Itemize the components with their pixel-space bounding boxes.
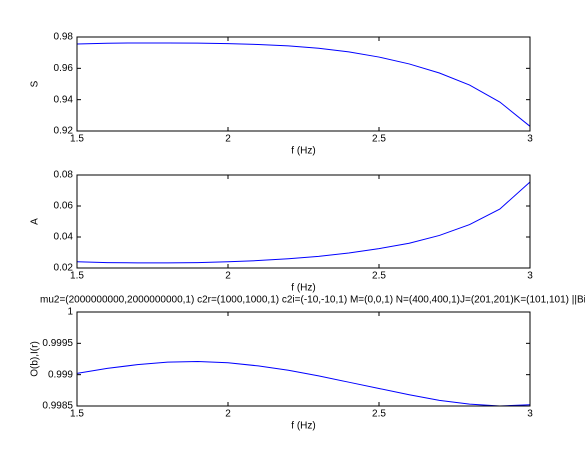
x-tick-label: 3 <box>527 271 533 282</box>
x-tick-label: 1.5 <box>70 134 84 145</box>
y-tick-label: 0.02 <box>54 263 74 274</box>
axes-box <box>76 36 531 132</box>
y-tick-label: 0.9995 <box>42 338 73 349</box>
x-tick-label: 2 <box>225 134 231 145</box>
plot-background <box>77 312 530 406</box>
y-tick-label: 1 <box>67 307 73 318</box>
chart-title: mu2=(2000000000,2000000000,1) c2r=(1000,… <box>40 295 585 306</box>
y-tick-label: 0.94 <box>54 94 74 105</box>
x-tick-label: 1.5 <box>70 409 84 420</box>
x-tick-label: 2 <box>225 271 231 282</box>
x-tick-label: 3 <box>527 409 533 420</box>
x-tick-label: 2.5 <box>372 134 386 145</box>
x-axis-label: f (Hz) <box>291 146 315 157</box>
y-axis-label: O(b),I(r) <box>30 341 41 377</box>
y-tick-label: 0.98 <box>54 32 74 43</box>
y-tick-label: 0.999 <box>48 369 73 380</box>
y-tick-label: 0.92 <box>54 126 74 137</box>
plot-background <box>77 37 530 131</box>
y-axis-label: S <box>30 80 41 87</box>
x-tick-label: 2.5 <box>372 409 386 420</box>
x-tick-label: 2 <box>225 409 231 420</box>
data-line <box>76 181 531 264</box>
axes-box <box>76 174 531 269</box>
y-tick-label: 0.06 <box>54 201 74 212</box>
axes-box <box>76 311 531 407</box>
y-tick-label: 0.96 <box>54 63 74 74</box>
y-axis-label: A <box>30 218 41 225</box>
x-tick-label: 3 <box>527 134 533 145</box>
y-tick-label: 0.08 <box>54 170 74 181</box>
y-tick-label: 0.04 <box>54 232 74 243</box>
plot-background <box>77 175 530 268</box>
x-axis-label: f (Hz) <box>291 283 315 294</box>
x-axis-label: f (Hz) <box>291 421 315 432</box>
y-tick-label: 0.9985 <box>42 401 73 412</box>
data-line <box>76 42 531 127</box>
x-tick-label: 1.5 <box>70 271 84 282</box>
x-tick-label: 2.5 <box>372 271 386 282</box>
data-line <box>76 361 531 407</box>
